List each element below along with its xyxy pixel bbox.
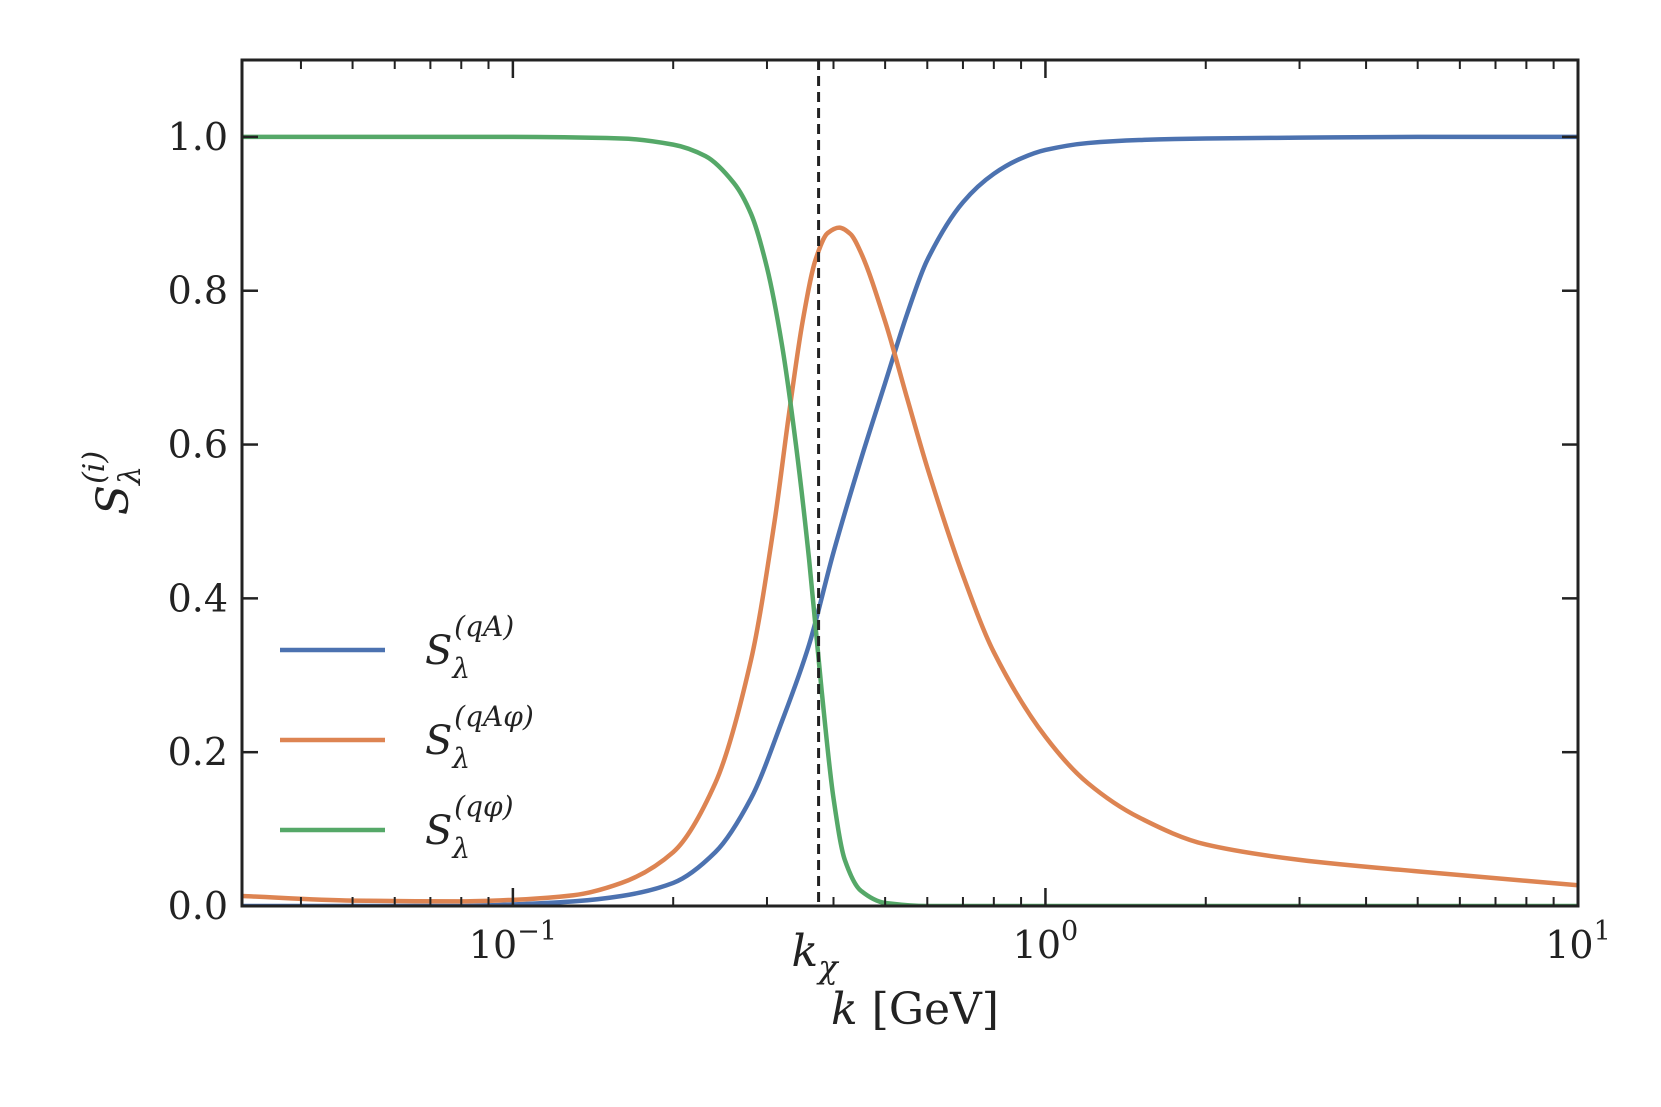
legend-label-sup-0: (qA) [454, 610, 514, 643]
x-axis-label-var: k [831, 984, 858, 1035]
y-tick-label-2: 0.4 [168, 576, 228, 620]
y-axis-label-var: S [88, 485, 139, 515]
x-axis-label-unit: [GeV] [858, 984, 999, 1035]
y-axis-label: Sλ(i) [77, 451, 148, 515]
vline-label: kχ [792, 926, 840, 986]
series-lines [242, 134, 1578, 906]
y-tick-label-5: 1.0 [168, 115, 228, 159]
y-axis-label-sub: λ [113, 466, 148, 486]
plot-frame [240, 58, 1580, 908]
x-axis-label: k [GeV] [831, 984, 999, 1035]
legend-label-sub-1: λ [451, 742, 470, 775]
y-tick-label-4: 0.8 [168, 269, 228, 313]
legend-label-sub-2: λ [451, 832, 470, 865]
series-line-2 [242, 134, 1578, 906]
y-axis-label-group: Sλ(i) [77, 451, 148, 515]
x-tick-label-0: 10−1 [469, 916, 557, 967]
y-tick-label-3: 0.6 [168, 423, 228, 467]
legend-label-sub-0: λ [451, 652, 470, 685]
series-line-0 [242, 134, 1578, 906]
x-tick-base-2: 10 [1545, 923, 1593, 967]
x-tick-base-1: 10 [1013, 923, 1061, 967]
legend-label-var-2: S [425, 808, 452, 854]
legend-label-var-1: S [425, 718, 452, 764]
x-tick-base-0: 10 [469, 923, 517, 967]
legend-label-1: Sλ (qAφ) [425, 700, 534, 775]
legend-label-sup-2: (qφ) [454, 790, 513, 823]
x-tick-exp-2: 1 [1594, 916, 1611, 947]
legend-label-0: Sλ (qA) [425, 610, 514, 685]
x-tick-label-1: 100 [1013, 916, 1079, 967]
x-tick-exp-1: 0 [1061, 916, 1078, 947]
legend-label-2: Sλ (qφ) [425, 790, 514, 865]
y-tick-label-0: 0.0 [168, 884, 228, 928]
y-axis-label-sup: (i) [77, 451, 112, 484]
legend-label-var-0: S [425, 628, 452, 674]
x-tick-label-2: 101 [1545, 916, 1611, 967]
legend-label-sup-1: (qAφ) [454, 700, 534, 733]
series-line-1 [242, 225, 1578, 904]
y-tick-label-1: 0.2 [168, 730, 228, 774]
x-tick-exp-0: −1 [517, 916, 557, 947]
vline-label-var: k [792, 926, 819, 977]
vline-label-sub: χ [816, 948, 839, 986]
